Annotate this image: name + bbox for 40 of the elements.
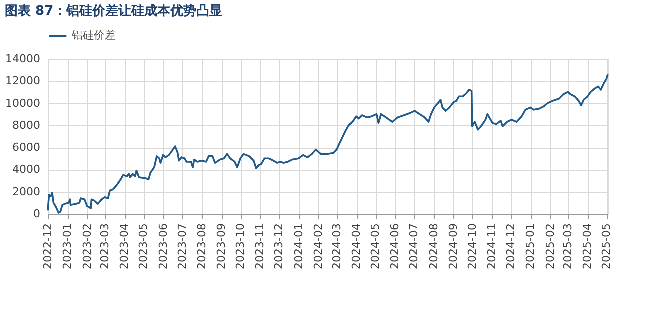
x-tick-label: 2023-11 — [254, 224, 267, 270]
y-tick-label: 0 — [34, 208, 40, 220]
x-tick-label: 2023-05 — [137, 224, 150, 270]
x-tick-label: 2025-01 — [524, 224, 538, 270]
x-tick-label: 2024-08 — [427, 224, 440, 270]
x-tick-label: 2023-04 — [118, 224, 132, 270]
x-tick-label: 2024-06 — [388, 224, 402, 270]
legend-label: 铝硅价差 — [71, 29, 116, 42]
x-tick-label: 2024-02 — [312, 224, 325, 270]
x-tick-label: 2024-05 — [369, 224, 382, 270]
chart-title: 图表 87：铝硅价差让硅成本优势凸显 — [5, 3, 223, 19]
x-tick-label: 2023-08 — [195, 224, 208, 270]
x-tick-label: 2023-12 — [272, 224, 286, 270]
y-tick-label: 2000 — [12, 185, 40, 198]
x-tick-label: 2023-09 — [215, 224, 228, 270]
x-tick-label: 2024-12 — [504, 224, 518, 270]
y-tick-label: 14000 — [6, 52, 40, 66]
x-tick-label: 2023-10 — [234, 224, 248, 270]
y-tick-label: 10000 — [6, 96, 40, 110]
x-tick-label: 2023-06 — [156, 224, 170, 270]
x-tick-label: 2023-03 — [98, 224, 112, 270]
x-tick-label: 2024-10 — [466, 224, 479, 270]
y-tick-label: 4000 — [12, 163, 40, 176]
x-tick-label: 2024-03 — [330, 224, 344, 270]
x-tick-label: 2024-04 — [350, 224, 364, 270]
x-tick-label: 2025-04 — [581, 224, 594, 270]
x-tick-label: 2022-12 — [42, 224, 54, 270]
x-tick-label: 2025-02 — [544, 224, 557, 270]
y-tick-label: 8000 — [12, 118, 40, 132]
x-tick-label: 2024-01 — [292, 224, 306, 270]
x-tick-label: 2023-07 — [176, 224, 189, 270]
x-tick-label: 2025-05 — [600, 224, 614, 270]
x-tick-label: 2023-01 — [61, 224, 74, 270]
y-tick-label: 12000 — [6, 74, 40, 88]
x-tick-label: 2024-09 — [446, 224, 460, 270]
x-tick-label: 2024-07 — [408, 224, 421, 270]
x-tick-label: 2024-11 — [486, 224, 499, 270]
x-tick-label: 2025-03 — [562, 224, 575, 270]
x-tick-label: 2023-02 — [80, 224, 94, 270]
y-tick-label: 6000 — [12, 141, 40, 154]
